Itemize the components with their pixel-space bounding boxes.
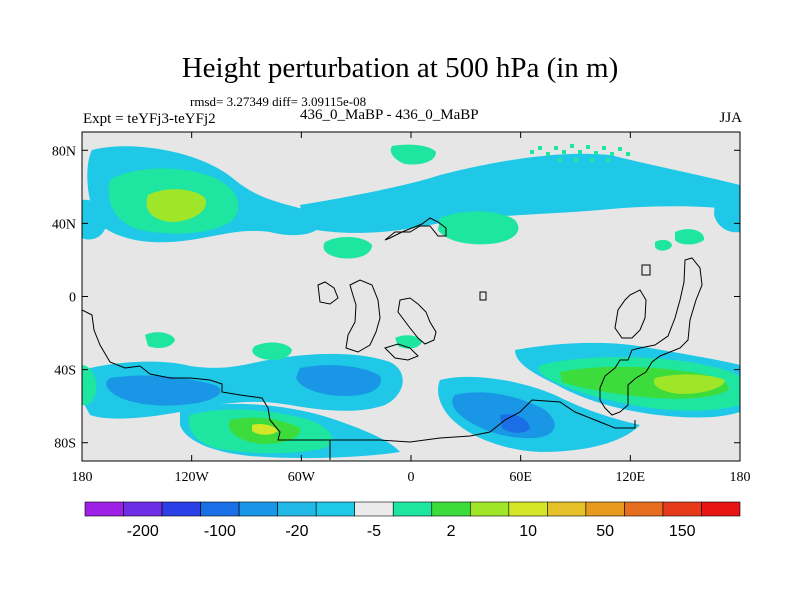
- colorbar-swatch: [200, 501, 240, 517]
- colorbar-label: 2: [447, 523, 456, 540]
- cyan-band-north-atlantic: [300, 153, 740, 233]
- coastline-africa-south: [384, 343, 419, 361]
- coastline-small-island-2: [479, 291, 487, 301]
- y-tick-label: 40S: [54, 364, 76, 379]
- colorbar-swatch: [315, 501, 356, 517]
- colorbar-swatch: [585, 501, 625, 517]
- y-tick-label: 0: [69, 291, 76, 306]
- lime-core-north-pacific: [146, 189, 206, 222]
- coastline-atlantic-island: [317, 281, 339, 305]
- coastline-small-island-1: [641, 264, 651, 276]
- colorbar-label: 10: [519, 523, 537, 540]
- colorbar-swatch: [508, 501, 548, 517]
- green-blob-atlantic: [323, 236, 372, 259]
- colorbar-label: -200: [127, 523, 159, 540]
- coastline-america-edge: [82, 309, 411, 443]
- x-tick-label: 60E: [509, 470, 532, 485]
- colorbar-swatch: [547, 501, 587, 517]
- green-blob-north-arctic: [390, 144, 436, 165]
- colorbar-swatch: [354, 501, 394, 517]
- coastlines: [82, 217, 703, 460]
- colorbar-swatch: [123, 501, 163, 517]
- y-axis: 80N 40N 0 40S 80S: [52, 144, 740, 452]
- colorbar-swatch: [431, 501, 471, 517]
- contour-fields: [82, 144, 740, 459]
- stats-label: rmsd= 3.27349 diff= 3.09115e-08: [190, 94, 367, 109]
- colorbar-label: -5: [367, 523, 381, 540]
- x-axis: 180 120W 60W 0 60E 120E 180: [72, 132, 751, 485]
- yellow-core-south-pacific: [252, 423, 278, 435]
- x-tick-label: 0: [408, 470, 415, 485]
- colorbar-label: 150: [669, 523, 696, 540]
- x-tick-label: 120W: [175, 470, 210, 485]
- colorbar-swatch: [84, 501, 124, 517]
- colorbar-labels: -200 -100 -20 -5 2 10 50 150: [127, 523, 696, 540]
- y-tick-label: 80N: [52, 144, 76, 159]
- yellow-core-south-east: [653, 374, 725, 394]
- experiment-label: Expt = teYFj3-teYFj2: [83, 111, 216, 127]
- colorbar-label: 50: [596, 523, 614, 540]
- period-label: 436_0_MaBP - 436_0_MaBP: [300, 107, 479, 123]
- coastline-antarctic-indian: [409, 399, 636, 443]
- green-blob-east-pacific-north: [675, 229, 705, 245]
- x-tick-label: 120E: [616, 470, 646, 485]
- green-blob-south-america: [252, 342, 292, 360]
- x-tick-label: 180: [72, 470, 93, 485]
- green-blob-west-pacific-north: [655, 239, 672, 251]
- coastline-north-asia: [384, 217, 447, 241]
- colorbar-label: -20: [285, 523, 308, 540]
- arctic-speckle: [530, 144, 630, 162]
- y-tick-label: 40N: [52, 217, 76, 232]
- colorbar: [84, 501, 741, 517]
- green-blob-tropical-pacific: [145, 332, 175, 348]
- colorbar-swatch: [277, 501, 317, 517]
- colorbar-swatch: [624, 501, 664, 517]
- colorbar-swatch: [662, 501, 702, 517]
- coastline-africa: [397, 297, 437, 345]
- colorbar-label: -100: [204, 523, 236, 540]
- x-tick-label: 60W: [288, 470, 316, 485]
- colorbar-swatch: [161, 501, 201, 517]
- colorbar-swatch: [469, 501, 510, 517]
- green-blob-far-west-south: [82, 365, 97, 406]
- green-blob-asia: [438, 211, 519, 245]
- cyan-blob-west-pacific: [82, 199, 107, 240]
- coastline-maritime-continent: [614, 289, 647, 339]
- plot-title: Height perturbation at 500 hPa (in m): [181, 52, 619, 84]
- colorbar-swatch: [701, 501, 741, 517]
- season-label: JJA: [719, 110, 742, 126]
- coastline-australia: [599, 257, 703, 416]
- blue-blob-south-pacific: [106, 375, 221, 406]
- colorbar-swatch: [392, 501, 433, 517]
- x-tick-label: 180: [730, 470, 751, 485]
- cyan-blob-east-pacific: [714, 197, 740, 233]
- colorbar-swatch: [238, 501, 278, 517]
- blue-blob-south-atlantic: [296, 365, 381, 396]
- y-tick-label: 80S: [54, 437, 76, 452]
- coastline-south-america: [345, 279, 381, 353]
